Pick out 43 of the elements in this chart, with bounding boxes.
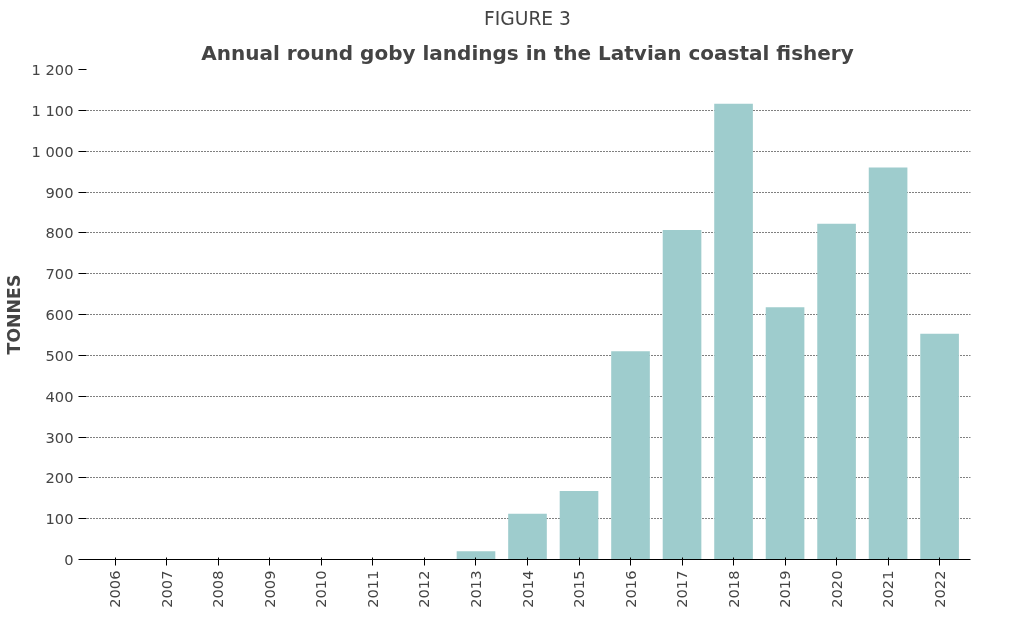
x-tick-label: 2009 bbox=[260, 570, 278, 608]
x-tick-label: 2011 bbox=[363, 570, 381, 608]
bar bbox=[920, 333, 959, 560]
x-tick-label: 2016 bbox=[621, 570, 639, 608]
x-tick-label: 2006 bbox=[106, 570, 124, 608]
y-tick-label: 400 bbox=[45, 387, 74, 405]
y-tick-label: 100 bbox=[45, 510, 74, 528]
x-tick-label: 2012 bbox=[415, 570, 433, 608]
x-tick-label: 2019 bbox=[776, 570, 794, 608]
x-tick-label: 2015 bbox=[570, 570, 588, 608]
y-tick-label: 300 bbox=[45, 428, 74, 446]
bar bbox=[611, 351, 650, 560]
bar bbox=[714, 103, 753, 560]
y-tick-label: 1 200 bbox=[31, 61, 74, 78]
y-tick-label: 200 bbox=[45, 469, 74, 487]
y-tick-label: 900 bbox=[45, 183, 74, 201]
x-tick-label: 2014 bbox=[518, 570, 536, 608]
x-tick-label: 2017 bbox=[673, 570, 691, 608]
x-tick-label: 2022 bbox=[930, 570, 948, 608]
x-tick-label: 2013 bbox=[466, 570, 484, 608]
bar bbox=[817, 223, 856, 560]
chart-subtitle: Annual round goby landings in the Latvian coastal fishery bbox=[201, 40, 854, 65]
y-tick-label: 600 bbox=[45, 306, 74, 323]
x-tick-label: 2008 bbox=[209, 570, 227, 608]
bar bbox=[765, 307, 805, 560]
y-tick-label: 800 bbox=[45, 224, 74, 242]
y-tick-label: 0 bbox=[64, 551, 74, 568]
bar bbox=[456, 551, 496, 560]
x-tick-label: 2010 bbox=[312, 570, 330, 608]
bar bbox=[508, 513, 547, 560]
x-tick-label: 2018 bbox=[724, 570, 742, 608]
y-tick-label: 1 100 bbox=[31, 101, 74, 119]
y-tick-label: 700 bbox=[45, 265, 74, 283]
y-axis-title: TONNES bbox=[3, 274, 24, 355]
x-tick-label: 2020 bbox=[827, 570, 845, 608]
y-tick-label: 500 bbox=[45, 346, 74, 364]
y-tick-label: 1 000 bbox=[31, 142, 74, 160]
chart-title: FIGURE 3 bbox=[484, 7, 571, 29]
bar bbox=[868, 167, 908, 560]
bar bbox=[662, 229, 702, 560]
bar bbox=[559, 490, 599, 560]
x-tick-label: 2021 bbox=[879, 570, 897, 608]
x-tick-label: 2007 bbox=[157, 570, 175, 608]
